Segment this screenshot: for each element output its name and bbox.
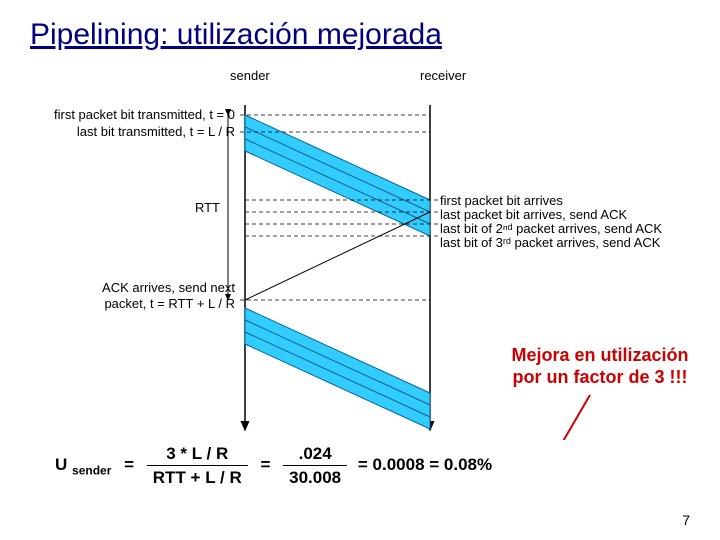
packet-band-1 <box>245 115 430 236</box>
page-number: 7 <box>682 512 690 528</box>
formula-num1: 3 * L / R <box>147 445 248 466</box>
formula-den2: 30.008 <box>283 466 347 486</box>
formula-lhs: U <box>55 455 67 474</box>
rtt-label: RTT <box>170 200 220 216</box>
slide-title: Pipelining: utilización mejorada <box>30 18 442 52</box>
ack-arrives-label: ACK arrives, send next packet, t = RTT +… <box>60 280 235 311</box>
formula-num2: .024 <box>283 445 347 466</box>
sender-label: sender <box>230 68 270 84</box>
first-tx-label: first packet bit transmitted, t = 0 <box>10 107 235 123</box>
rx4-label: last bit of 3ʳᵈ packet arrives, send ACK <box>440 235 660 251</box>
utilization-formula: U sender = 3 * L / R RTT + L / R = .024 … <box>55 445 492 486</box>
last-tx-label: last bit transmitted, t = L / R <box>10 124 235 140</box>
receiver-label: receiver <box>420 68 466 84</box>
formula-den1: RTT + L / R <box>147 466 248 486</box>
formula-result: = 0.0008 = 0.08% <box>358 455 492 474</box>
improvement-highlight: Mejora en utilización por un factor de 3… <box>490 345 710 388</box>
packet-band-2 <box>245 308 430 429</box>
formula-lhs-sub: sender <box>72 463 111 477</box>
